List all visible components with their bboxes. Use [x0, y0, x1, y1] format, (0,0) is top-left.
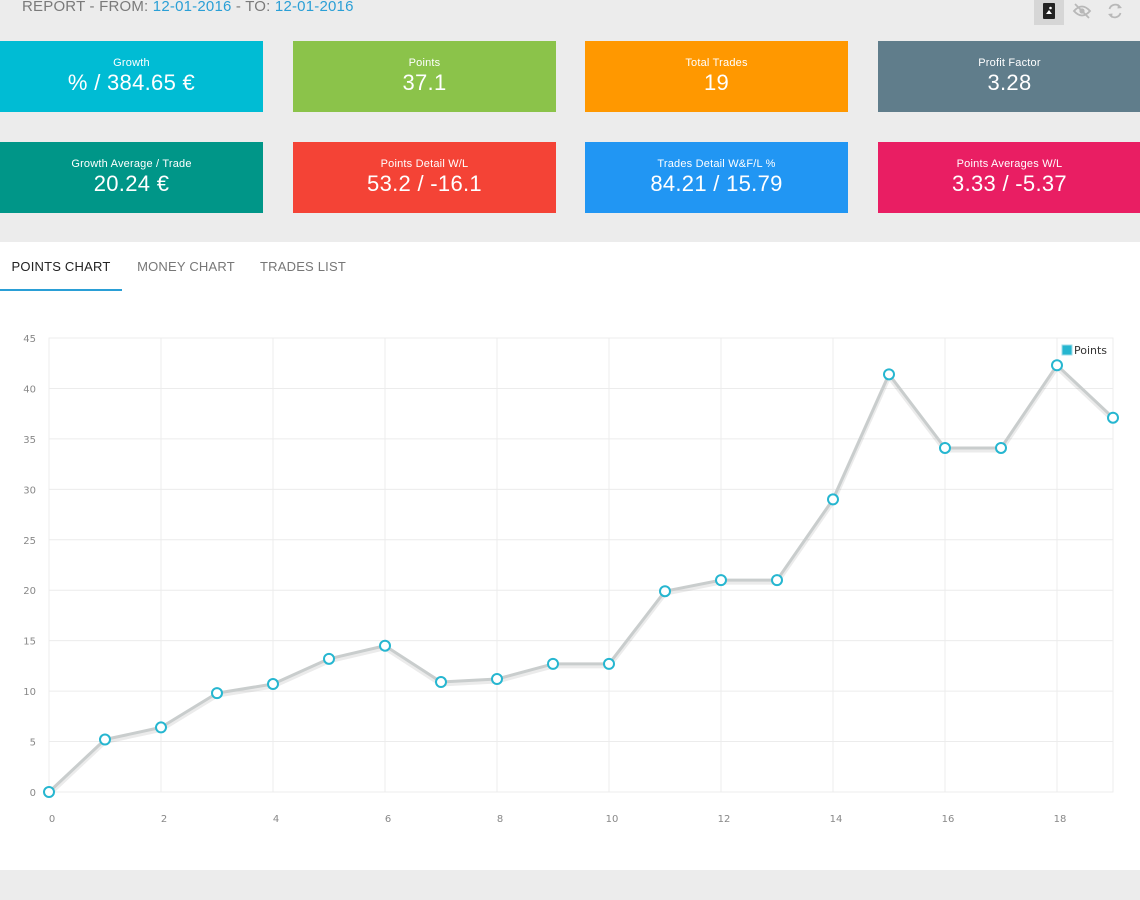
y-tick-label: 45 — [23, 334, 36, 345]
report-header: REPORT - FROM: 12-01-2016 - TO: 12-01-20… — [0, 0, 1140, 26]
from-date[interactable]: 12-01-2016 — [152, 0, 232, 15]
stat-value: 3.28 — [987, 70, 1032, 95]
stat-label: Total Trades — [685, 57, 748, 69]
data-point — [771, 574, 783, 587]
eye-off-icon — [1072, 3, 1092, 19]
stat-tile-growth-average: Growth Average / Trade 20.24 € — [0, 142, 263, 213]
plot-area — [48, 337, 1114, 793]
header-toolbar — [1031, 0, 1130, 25]
report-prefix: REPORT - FROM: — [22, 0, 149, 15]
data-point — [211, 687, 223, 700]
to-date[interactable]: 12-01-2016 — [274, 0, 354, 15]
stat-label: Profit Factor — [978, 57, 1041, 69]
tab-trades-list[interactable]: TRADES LIST — [260, 259, 346, 274]
refresh-icon — [1108, 3, 1122, 19]
data-point — [99, 733, 111, 746]
stat-value: 20.24 € — [93, 171, 170, 196]
data-point — [1051, 359, 1063, 372]
data-point — [267, 678, 279, 691]
data-point — [379, 639, 391, 652]
refresh-button[interactable] — [1100, 0, 1130, 25]
data-point — [995, 441, 1007, 454]
data-point — [827, 493, 839, 506]
data-point — [43, 786, 55, 798]
x-tick-label: 12 — [718, 814, 731, 825]
chart-tabs: POINTS CHART MONEY CHART TRADES LIST — [0, 242, 1140, 291]
stat-tile-points-detail: Points Detail W/L 53.2 / -16.1 — [293, 142, 556, 213]
data-point — [1107, 411, 1119, 424]
data-point — [883, 368, 895, 381]
report-date-range: REPORT - FROM: 12-01-2016 - TO: 12-01-20… — [22, 0, 354, 15]
data-point — [715, 574, 727, 587]
stat-label: Growth Average / Trade — [71, 158, 192, 170]
legend-swatch — [1061, 344, 1073, 356]
data-point — [323, 652, 335, 665]
bookmark-image-icon — [1043, 3, 1055, 19]
x-tick-label: 16 — [942, 814, 955, 825]
y-tick-label: 0 — [30, 788, 36, 799]
stat-tile-total-trades: Total Trades 19 — [585, 41, 848, 112]
points-chart: 0 5 10 15 20 25 30 35 40 45 0 2 4 6 8 10 12 14 16 18 Points — [0, 242, 1140, 870]
hide-button[interactable] — [1067, 0, 1097, 25]
points-chart-svg: 0 5 10 15 20 25 30 35 40 45 0 2 4 6 8 10 12 14 16 18 Points — [23, 334, 1119, 825]
data-point — [155, 721, 167, 734]
stat-value: 3.33 / -5.37 — [952, 171, 1067, 196]
x-tick-label: 6 — [385, 814, 391, 825]
stat-label: Points Averages W/L — [956, 158, 1063, 170]
x-tick-label: 8 — [497, 814, 503, 825]
x-tick-label: 4 — [273, 814, 279, 825]
data-point — [939, 441, 951, 454]
y-tick-label: 40 — [23, 384, 36, 395]
stat-tile-points: Points 37.1 — [293, 41, 556, 112]
stat-value: % / 384.65 € — [67, 70, 196, 95]
stat-tile-growth: Growth % / 384.65 € — [0, 41, 263, 112]
x-tick-label: 14 — [830, 814, 843, 825]
x-tick-label: 2 — [161, 814, 167, 825]
tab-points-chart[interactable]: POINTS CHART — [0, 242, 122, 291]
y-tick-label: 35 — [23, 435, 36, 446]
stat-label: Trades Detail W&F/L % — [657, 158, 776, 170]
series-line-shadow — [47, 364, 1115, 796]
to-label: - TO: — [235, 0, 271, 15]
data-point — [547, 657, 559, 670]
stat-label: Points — [408, 57, 441, 69]
stat-value: 53.2 / -16.1 — [367, 171, 482, 196]
x-tick-label: 10 — [606, 814, 619, 825]
stat-value: 84.21 / 15.79 — [650, 171, 783, 196]
chart-panel: POINTS CHART MONEY CHART TRADES LIST 0 5 1… — [0, 242, 1140, 870]
legend-label: Points — [1074, 344, 1107, 357]
stat-value: 19 — [703, 70, 730, 95]
bookmark-button[interactable] — [1034, 0, 1064, 25]
stat-label: Growth — [113, 57, 150, 69]
y-tick-label: 25 — [23, 536, 36, 547]
x-tick-label: 18 — [1054, 814, 1067, 825]
x-tick-label: 0 — [49, 814, 55, 825]
stat-tile-profit-factor: Profit Factor 3.28 — [878, 41, 1140, 112]
stat-tile-trades-detail: Trades Detail W&F/L % 84.21 / 15.79 — [585, 142, 848, 213]
stat-tile-points-averages: Points Averages W/L 3.33 / -5.37 — [878, 142, 1140, 213]
y-tick-label: 15 — [23, 637, 36, 648]
y-tick-label: 10 — [23, 687, 36, 698]
data-point — [435, 676, 447, 689]
series-line — [47, 363, 1115, 794]
stat-label: Points Detail W/L — [380, 158, 469, 170]
y-tick-label: 5 — [30, 738, 36, 749]
data-point — [491, 673, 503, 686]
data-point — [603, 657, 615, 670]
y-tick-label: 20 — [23, 586, 36, 597]
data-point — [659, 585, 671, 598]
y-tick-label: 30 — [23, 485, 36, 496]
stat-value: 37.1 — [402, 70, 447, 95]
tab-money-chart[interactable]: MONEY CHART — [137, 259, 235, 274]
